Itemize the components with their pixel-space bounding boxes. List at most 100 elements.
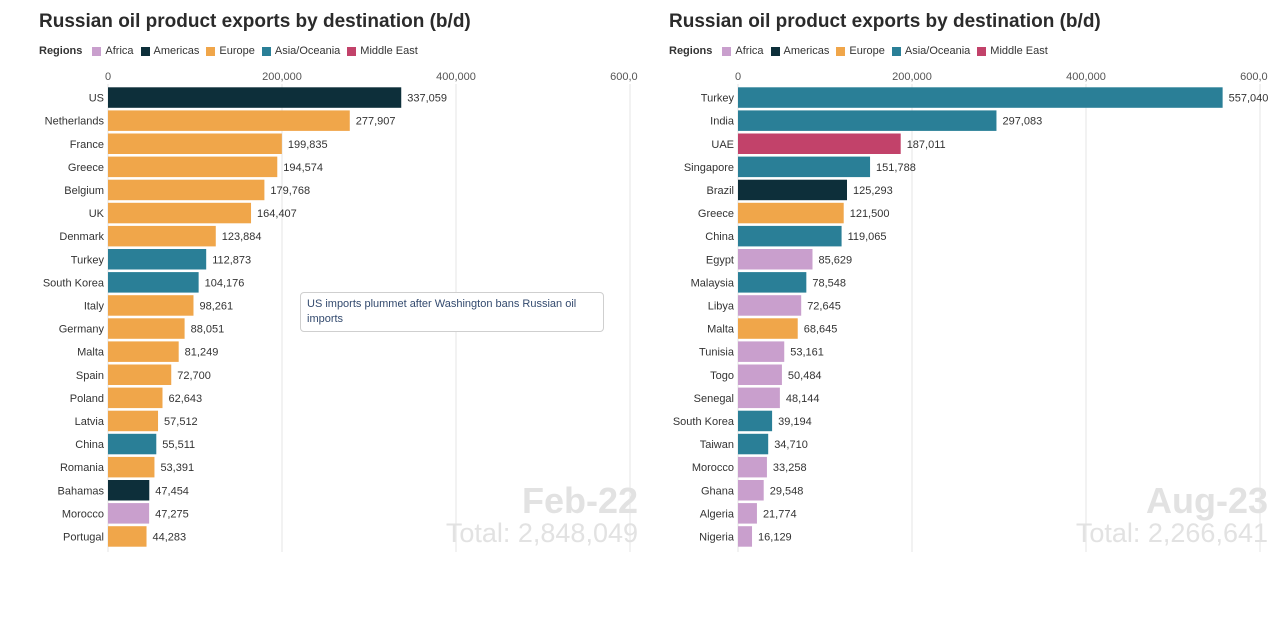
legend-label-americas: Americas xyxy=(153,45,200,57)
bar-ghana xyxy=(738,480,764,501)
value-label-netherlands: 277,907 xyxy=(356,116,396,128)
x-tick-label: 400,000 xyxy=(436,71,476,83)
bar-turkey xyxy=(108,249,207,270)
bar-china xyxy=(738,225,842,247)
value-label-togo: 50,484 xyxy=(788,370,822,382)
legend-item-europe[interactable]: Europe xyxy=(836,45,885,57)
category-label-south-korea: South Korea xyxy=(673,416,735,428)
value-label-romania: 53,391 xyxy=(160,462,194,474)
value-label-bahamas: 47,454 xyxy=(155,485,189,497)
legend-swatch-africa xyxy=(722,46,732,56)
chart-panel-aug-23: Russian oil product exports by destinati… xyxy=(640,0,1268,560)
total-label: Total: 2,266,641 xyxy=(1075,518,1268,548)
value-label-france: 199,835 xyxy=(288,139,328,151)
category-label-india: India xyxy=(710,116,735,128)
category-label-latvia: Latvia xyxy=(75,416,105,428)
legend-item-africa[interactable]: Africa xyxy=(92,45,134,57)
value-label-portugal: 44,283 xyxy=(153,531,187,543)
category-label-uk: UK xyxy=(89,208,105,220)
value-label-belgium: 179,768 xyxy=(270,185,310,197)
bar-chart-feb-22: 0 200,000 400,000 600,000 US 337,059 Netherlan… xyxy=(43,71,638,552)
legend-label-africa: Africa xyxy=(105,45,134,57)
bar-bahamas xyxy=(108,480,150,501)
value-label-uae: 187,011 xyxy=(907,139,946,151)
value-label-nigeria: 16,129 xyxy=(758,531,792,543)
legend-swatch-europe xyxy=(206,46,216,56)
legend-swatch-americas xyxy=(140,46,150,56)
x-tick-label: 200,000 xyxy=(892,71,932,83)
legend-item-middle-east[interactable]: Middle East xyxy=(977,45,1048,57)
x-tick-label: 400,000 xyxy=(1066,71,1106,83)
category-label-libya: Libya xyxy=(708,300,735,312)
category-label-taiwan: Taiwan xyxy=(700,439,734,451)
legend: Regions Africa Americas Europe Asia/Ocea… xyxy=(39,45,425,57)
bar-greece xyxy=(108,156,278,178)
category-label-us: US xyxy=(89,93,104,105)
category-label-ghana: Ghana xyxy=(701,485,735,497)
bar-togo xyxy=(738,364,782,385)
value-label-south-korea: 104,176 xyxy=(205,277,245,289)
value-label-taiwan: 34,710 xyxy=(774,439,808,451)
bar-malaysia xyxy=(738,272,807,293)
date-label: Feb-22 xyxy=(521,480,638,521)
x-tick-label: 600,000 xyxy=(610,71,638,83)
category-label-malaysia: Malaysia xyxy=(691,277,735,289)
value-label-china: 55,511 xyxy=(162,439,195,451)
legend-swatch-asia-oceania xyxy=(891,46,901,56)
legend-swatch-middle-east xyxy=(977,46,987,56)
bar-portugal xyxy=(108,526,147,547)
bar-greece xyxy=(738,202,844,224)
value-label-greece: 121,500 xyxy=(850,208,890,220)
value-label-malta: 68,645 xyxy=(804,324,838,336)
category-label-togo: Togo xyxy=(710,370,734,382)
legend-item-africa[interactable]: Africa xyxy=(722,45,764,57)
category-label-greece: Greece xyxy=(698,208,734,220)
value-label-uk: 164,407 xyxy=(257,208,297,220)
legend-label-europe: Europe xyxy=(219,45,255,57)
legend-title: Regions xyxy=(669,45,713,57)
value-label-china: 119,065 xyxy=(848,231,887,243)
date-label: Aug-23 xyxy=(1145,480,1268,521)
bar-senegal xyxy=(738,387,780,409)
category-label-algeria: Algeria xyxy=(700,508,735,520)
category-label-romania: Romania xyxy=(60,462,105,474)
bar-uae xyxy=(738,133,901,154)
value-label-singapore: 151,788 xyxy=(876,162,916,174)
value-label-south-korea: 39,194 xyxy=(778,416,812,428)
bar-belgium xyxy=(108,179,265,201)
category-label-belgium: Belgium xyxy=(64,185,104,197)
bar-india xyxy=(738,110,997,131)
category-label-spain: Spain xyxy=(76,370,104,382)
value-label-senegal: 48,144 xyxy=(786,393,820,405)
value-label-denmark: 123,884 xyxy=(222,231,262,243)
bar-egypt xyxy=(738,249,813,270)
chart-title: Russian oil product exports by destinati… xyxy=(669,11,1101,32)
legend-item-middle-east[interactable]: Middle East xyxy=(347,45,418,57)
bar-taiwan xyxy=(738,433,769,455)
legend-item-europe[interactable]: Europe xyxy=(206,45,255,57)
bar-singapore xyxy=(738,156,871,178)
bar-germany xyxy=(108,318,185,339)
category-label-turkey: Turkey xyxy=(71,254,105,266)
legend-item-americas[interactable]: Americas xyxy=(140,45,200,57)
legend-item-americas[interactable]: Americas xyxy=(770,45,830,57)
value-label-italy: 98,261 xyxy=(199,300,233,312)
bar-tunisia xyxy=(738,341,785,362)
legend-item-asia-oceania[interactable]: Asia/Oceania xyxy=(891,45,971,57)
legend-label-americas: Americas xyxy=(783,45,830,57)
bar-chart-aug-23: 0 200,000 400,000 600,000 Turkey 557,040 India… xyxy=(673,71,1268,552)
value-label-malaysia: 78,548 xyxy=(812,277,846,289)
category-label-nigeria: Nigeria xyxy=(699,531,735,543)
bar-us xyxy=(108,87,402,108)
category-label-germany: Germany xyxy=(59,324,105,336)
legend-item-asia-oceania[interactable]: Asia/Oceania xyxy=(261,45,340,57)
value-label-germany: 88,051 xyxy=(191,324,225,336)
legend-label-asia-oceania: Asia/Oceania xyxy=(904,45,971,57)
value-label-turkey: 557,040 xyxy=(1229,93,1268,105)
category-label-netherlands: Netherlands xyxy=(45,116,105,128)
category-label-morocco: Morocco xyxy=(692,462,734,474)
category-label-brazil: Brazil xyxy=(706,185,734,197)
category-label-france: France xyxy=(70,139,104,151)
legend-label-europe: Europe xyxy=(849,45,885,57)
bar-morocco xyxy=(738,456,767,478)
